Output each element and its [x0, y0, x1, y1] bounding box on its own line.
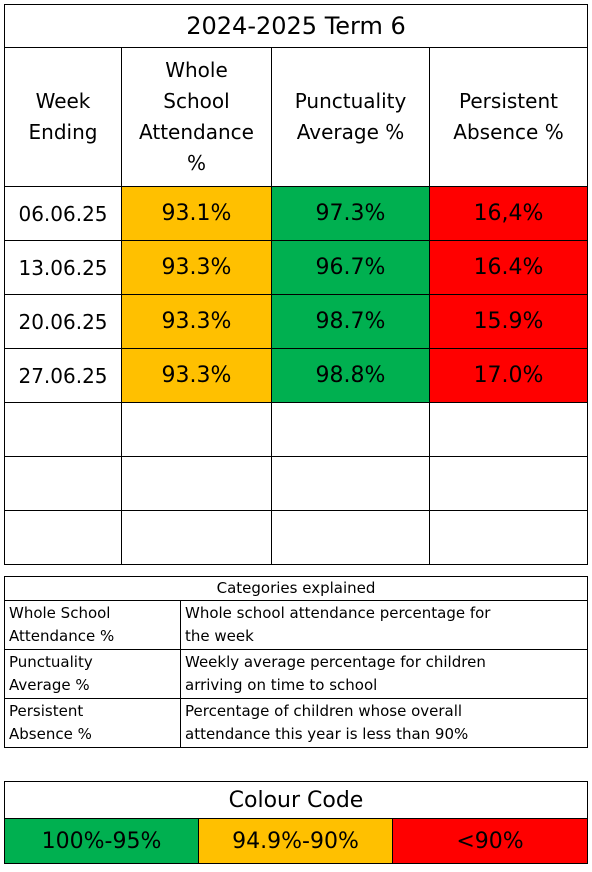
empty-cell — [4, 510, 122, 565]
colour-code-table: Colour Code 100%-95% 94.9%-90% <90% — [4, 781, 588, 864]
category-term: Whole School Attendance % — [4, 600, 181, 650]
empty-cell — [428, 510, 589, 565]
punctuality-cell: 96.7% — [271, 240, 430, 295]
term-title: 2024-2025 Term 6 — [3, 4, 589, 48]
category-term: Persistent Absence % — [4, 698, 181, 748]
empty-cell — [121, 510, 272, 565]
empty-cell — [271, 510, 430, 565]
category-row: Persistent Absence % Percentage of childr… — [4, 698, 588, 748]
table-row: 20.06.25 93.3% 98.7% 15.9% — [4, 294, 589, 349]
attendance-cell: 93.1% — [121, 186, 272, 241]
category-definition: Weekly average percentage for children ar… — [180, 649, 588, 699]
punctuality-cell: 98.7% — [271, 294, 430, 349]
category-row: Whole School Attendance % Whole school at… — [4, 600, 588, 650]
empty-table-row — [4, 510, 589, 565]
empty-cell — [428, 402, 589, 457]
category-row: Punctuality Average % Weekly average perc… — [4, 649, 588, 699]
punctuality-cell: 98.8% — [271, 348, 430, 403]
categories-explained-table: Categories explained Whole School Attenda… — [4, 576, 588, 748]
category-definition: Percentage of children whose overall atte… — [180, 698, 588, 748]
colour-band-green: 100%-95% — [4, 818, 199, 864]
week-ending-cell: 20.06.25 — [4, 294, 122, 349]
empty-cell — [4, 456, 122, 511]
empty-cell — [271, 402, 430, 457]
colour-band-amber: 94.9%-90% — [198, 818, 393, 864]
persistent-absence-cell: 17.0% — [428, 348, 589, 403]
punctuality-cell: 97.3% — [271, 186, 430, 241]
colour-band-red: <90% — [392, 818, 588, 864]
table-row: 27.06.25 93.3% 98.8% 17.0% — [4, 348, 589, 403]
table-row: 06.06.25 93.1% 97.3% 16,4% — [4, 186, 589, 241]
persistent-absence-cell: 16,4% — [428, 186, 589, 241]
week-ending-cell: 27.06.25 — [4, 348, 122, 403]
attendance-cell: 93.3% — [121, 294, 272, 349]
empty-table-row — [4, 402, 589, 457]
category-term: Punctuality Average % — [4, 649, 181, 699]
attendance-cell: 93.3% — [121, 348, 272, 403]
header-week-ending: Week Ending — [4, 47, 122, 187]
empty-cell — [428, 456, 589, 511]
empty-table-row — [4, 456, 589, 511]
header-punctuality-average: Punctuality Average % — [271, 47, 430, 187]
table-row: 13.06.25 93.3% 96.7% 16.4% — [4, 240, 589, 295]
header-whole-school-attendance: Whole School Attendance% — [121, 47, 272, 187]
week-ending-cell: 06.06.25 — [4, 186, 122, 241]
persistent-absence-cell: 16.4% — [428, 240, 589, 295]
category-definition: Whole school attendance percentage for th… — [180, 600, 588, 650]
header-persistent-absence: Persistent Absence % — [428, 47, 589, 187]
categories-title: Categories explained — [4, 576, 588, 601]
empty-cell — [4, 402, 122, 457]
empty-cell — [271, 456, 430, 511]
empty-cell — [121, 402, 272, 457]
attendance-table: 2024-2025 Term 6 Week Ending Whole School A… — [3, 4, 589, 565]
attendance-cell: 93.3% — [121, 240, 272, 295]
persistent-absence-cell: 15.9% — [428, 294, 589, 349]
empty-cell — [121, 456, 272, 511]
colour-code-title: Colour Code — [4, 781, 588, 819]
week-ending-cell: 13.06.25 — [4, 240, 122, 295]
